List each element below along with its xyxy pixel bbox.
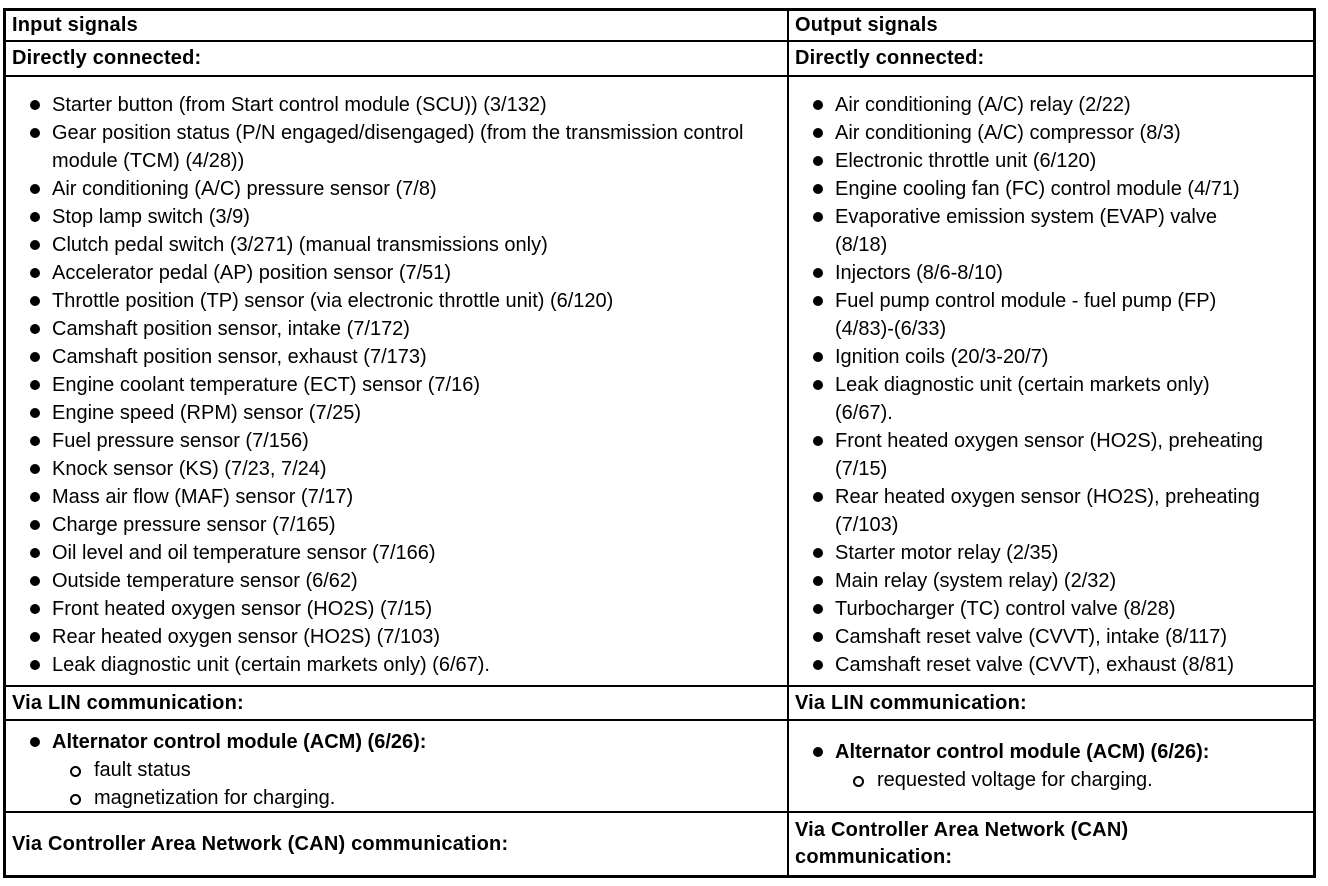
list-item: Gear position status (P/N engaged/diseng…	[6, 119, 779, 175]
list-item: Ignition coils (20/3-20/7)	[789, 343, 1269, 371]
list-item: Engine cooling fan (FC) control module (…	[789, 175, 1269, 203]
input-via-lin-label: Via LIN communication:	[6, 687, 789, 721]
output-acm-subitem-list: requested voltage for charging.	[835, 766, 1269, 794]
input-signal-list: Starter button (from Start control modul…	[6, 91, 787, 679]
list-item: Accelerator pedal (AP) position sensor (…	[6, 259, 779, 287]
list-item: Engine speed (RPM) sensor (7/25)	[6, 399, 779, 427]
list-item: Electronic throttle unit (6/120)	[789, 147, 1269, 175]
output-via-lin-label: Via LIN communication:	[789, 687, 1313, 721]
list-item: Oil level and oil temperature sensor (7/…	[6, 539, 779, 567]
input-acm-cell: Alternator control module (ACM) (6/26): …	[6, 721, 789, 813]
list-item: magnetization for charging.	[52, 784, 779, 811]
list-item: Mass air flow (MAF) sensor (7/17)	[6, 483, 779, 511]
list-item: Fuel pressure sensor (7/156)	[6, 427, 779, 455]
list-item: Rear heated oxygen sensor (HO2S) (7/103)	[6, 623, 779, 651]
list-item: Air conditioning (A/C) compressor (8/3)	[789, 119, 1269, 147]
input-signal-list-cell: Starter button (from Start control modul…	[6, 77, 789, 687]
list-item: Fuel pump control module - fuel pump (FP…	[789, 287, 1269, 343]
list-item: Starter motor relay (2/35)	[789, 539, 1269, 567]
output-acm-item-label: Alternator control module (ACM) (6/26):	[835, 741, 1210, 763]
list-item: requested voltage for charging.	[835, 766, 1269, 794]
list-item: Evaporative emission system (EVAP) valve…	[789, 203, 1269, 259]
output-directly-connected-label: Directly connected:	[789, 42, 1313, 77]
output-acm-cell: Alternator control module (ACM) (6/26): …	[789, 721, 1313, 813]
input-signals-header-cell: Input signals	[6, 11, 789, 42]
list-item: Clutch pedal switch (3/271) (manual tran…	[6, 231, 779, 259]
output-acm-item: Alternator control module (ACM) (6/26): …	[789, 738, 1269, 794]
list-item: Leak diagnostic unit (certain markets on…	[789, 371, 1269, 427]
list-item: Camshaft reset valve (CVVT), intake (8/1…	[789, 623, 1269, 651]
input-acm-subitem-list: fault status magnetization for charging.	[52, 756, 779, 811]
list-item: Knock sensor (KS) (7/23, 7/24)	[6, 455, 779, 483]
list-item: Engine coolant temperature (ECT) sensor …	[6, 371, 779, 399]
list-item: Front heated oxygen sensor (HO2S), prehe…	[789, 427, 1269, 483]
output-signals-header-cell: Output signals	[789, 11, 1313, 42]
list-item: Turbocharger (TC) control valve (8/28)	[789, 595, 1269, 623]
list-item: Camshaft position sensor, intake (7/172)	[6, 315, 779, 343]
list-item: Camshaft position sensor, exhaust (7/173…	[6, 343, 779, 371]
list-item: Outside temperature sensor (6/62)	[6, 567, 779, 595]
output-signal-list-cell: Air conditioning (A/C) relay (2/22) Air c…	[789, 77, 1313, 687]
list-item: Rear heated oxygen sensor (HO2S), prehea…	[789, 483, 1269, 539]
input-via-can-label: Via Controller Area Network (CAN) commun…	[6, 813, 789, 875]
input-directly-connected-label: Directly connected:	[6, 42, 789, 77]
signals-table: Input signals Output signals Directly co…	[3, 8, 1316, 878]
input-acm-item-label: Alternator control module (ACM) (6/26):	[52, 731, 427, 753]
list-item: Charge pressure sensor (7/165)	[6, 511, 779, 539]
list-item: Camshaft reset valve (CVVT), exhaust (8/…	[789, 651, 1269, 679]
list-item: Starter button (from Start control modul…	[6, 91, 779, 119]
list-item: Main relay (system relay) (2/32)	[789, 567, 1269, 595]
list-item: Air conditioning (A/C) relay (2/22)	[789, 91, 1269, 119]
list-item: Throttle position (TP) sensor (via elect…	[6, 287, 779, 315]
list-item: Leak diagnostic unit (certain markets on…	[6, 651, 779, 679]
input-acm-item: Alternator control module (ACM) (6/26): …	[6, 728, 779, 811]
list-item: Stop lamp switch (3/9)	[6, 203, 779, 231]
list-item: Front heated oxygen sensor (HO2S) (7/15)	[6, 595, 779, 623]
output-via-can-label: Via Controller Area Network (CAN) commun…	[795, 819, 1129, 868]
list-item: Air conditioning (A/C) pressure sensor (…	[6, 175, 779, 203]
list-item: Injectors (8/6-8/10)	[789, 259, 1269, 287]
output-signal-list: Air conditioning (A/C) relay (2/22) Air c…	[789, 91, 1313, 679]
list-item: fault status	[52, 756, 779, 784]
